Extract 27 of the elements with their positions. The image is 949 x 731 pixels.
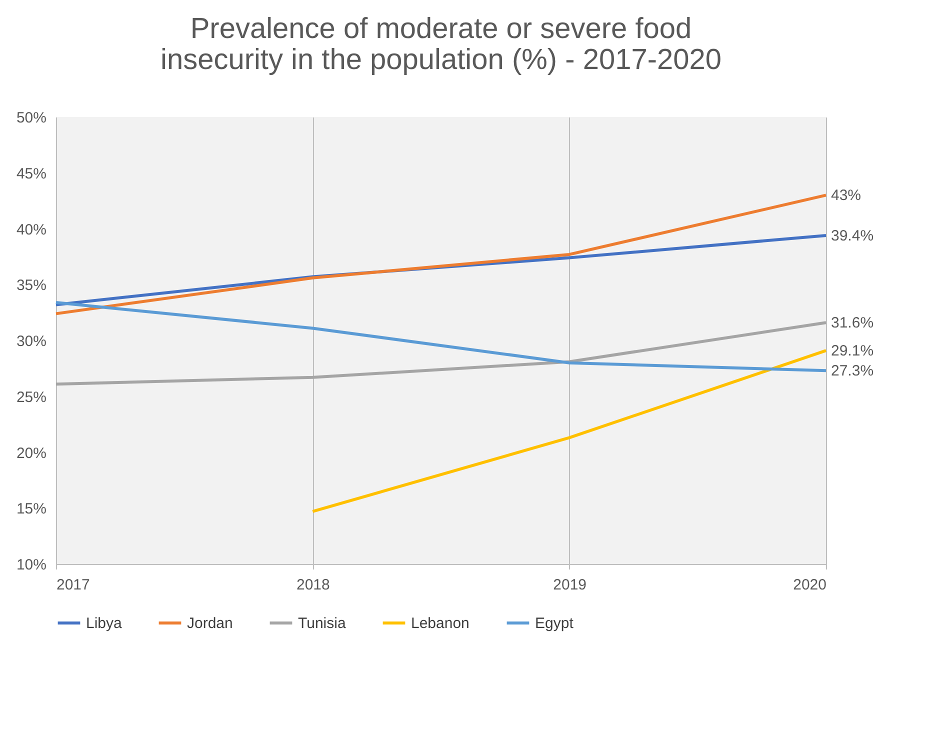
y-tick-label: 45% — [16, 165, 46, 182]
x-tick-label: 2019 — [553, 576, 587, 594]
y-tick-label: 30% — [16, 333, 46, 350]
data-label: 29.1% — [831, 342, 874, 360]
y-tick-label: 40% — [16, 221, 46, 238]
legend-label: Jordan — [187, 615, 233, 632]
x-tick-label: 2018 — [296, 576, 330, 594]
data-label: 43% — [831, 187, 862, 204]
data-label: 39.4% — [831, 227, 874, 244]
legend-label: Tunisia — [298, 615, 346, 632]
data-label: 27.3% — [831, 362, 874, 380]
data-label: 31.6% — [831, 314, 874, 332]
legend-label: Libya — [86, 615, 123, 632]
y-tick-label: 35% — [16, 277, 46, 294]
chart-title: Prevalence of moderate or severe food insecurity in the population (%) - 2017-2020 — [160, 13, 722, 76]
line-series — [54, 321, 828, 386]
legend-label: Egypt — [535, 615, 574, 632]
x-tick-label: 2017 — [56, 576, 90, 594]
y-tick-label: 10% — [16, 556, 46, 574]
line-series — [54, 194, 828, 316]
y-tick-label: 20% — [16, 444, 46, 462]
x-tick-label: 2020 — [793, 576, 826, 594]
y-tick-label: 15% — [16, 500, 46, 518]
legend-label: Lebanon — [411, 615, 470, 632]
line-series — [54, 301, 828, 372]
y-tick-label: 50% — [16, 110, 46, 126]
y-tick-label: 25% — [16, 388, 46, 406]
